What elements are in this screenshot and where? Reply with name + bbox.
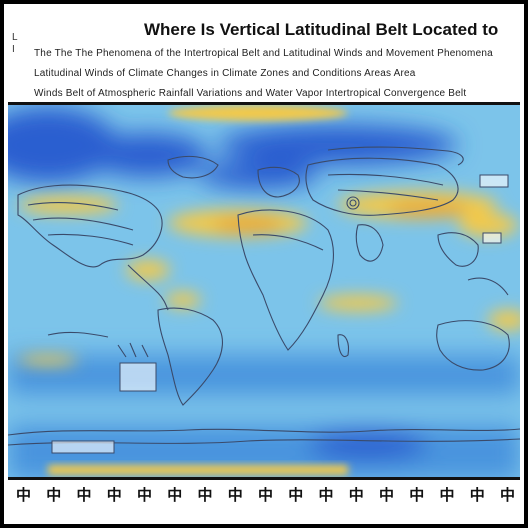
x-axis-tick-label: 中 bbox=[167, 486, 183, 504]
map-annotations bbox=[51, 174, 509, 454]
annotation-box bbox=[51, 440, 115, 454]
x-axis-tick-label: 中 bbox=[318, 486, 334, 504]
landmass-australia bbox=[436, 320, 510, 371]
warm-belt-north bbox=[18, 191, 518, 308]
landmass-asia bbox=[305, 157, 459, 216]
landmass-antarctica bbox=[8, 428, 520, 436]
cold-zone-north bbox=[8, 107, 458, 189]
figure-title: Where Is Vertical Latitudinal Belt Locat… bbox=[144, 20, 499, 39]
x-axis-tick-label: 中 bbox=[16, 486, 32, 504]
landmass-europe bbox=[257, 166, 300, 198]
x-axis-tick-label: 中 bbox=[197, 486, 213, 504]
landmass-africa bbox=[237, 209, 334, 351]
world-map bbox=[8, 102, 520, 480]
x-axis-tick-label: 中 bbox=[106, 486, 122, 504]
annotation-box bbox=[482, 232, 502, 244]
left-margin-labels: L I bbox=[12, 32, 18, 56]
caption-line: Winds Belt of Atmospheric Rainfall Varia… bbox=[34, 88, 467, 99]
x-axis-tick-label: 中 bbox=[500, 486, 516, 504]
annotation-box bbox=[479, 174, 509, 188]
warm-belt-top bbox=[168, 105, 348, 121]
caption-line: The The The Phenomena of the Intertropic… bbox=[34, 48, 493, 59]
figure-header: Where Is Vertical Latitudinal Belt Locat… bbox=[4, 4, 524, 100]
x-axis-tick-label: 中 bbox=[76, 486, 92, 504]
warm-belt-south bbox=[18, 295, 520, 365]
landmass-north-america bbox=[17, 184, 163, 268]
world-map-canvas bbox=[8, 105, 520, 477]
annotation-box bbox=[119, 362, 157, 392]
x-axis-tick-label: 中 bbox=[288, 486, 304, 504]
landmass-central-america bbox=[127, 264, 169, 311]
landmass-south-america bbox=[157, 307, 223, 406]
left-label: I bbox=[12, 44, 15, 55]
x-axis-tick-label: 中 bbox=[227, 486, 243, 504]
x-axis-tick-label: 中 bbox=[46, 486, 62, 504]
left-label: L bbox=[12, 32, 18, 43]
x-axis-tick-label: 中 bbox=[258, 486, 274, 504]
x-axis-tick-label: 中 bbox=[348, 486, 364, 504]
warm-belt-bottom bbox=[48, 465, 348, 475]
caption-line: Latitudinal Winds of Climate Changes in … bbox=[34, 68, 416, 79]
x-axis-tick-label: 中 bbox=[469, 486, 485, 504]
x-axis-tick-labels: 中中中中中中中中中中中中中中中中中 bbox=[8, 480, 520, 510]
x-axis-tick-label: 中 bbox=[439, 486, 455, 504]
x-axis-tick-label: 中 bbox=[409, 486, 425, 504]
x-axis-tick-label: 中 bbox=[379, 486, 395, 504]
figure-frame: Where Is Vertical Latitudinal Belt Locat… bbox=[4, 4, 524, 524]
landmass-outlines bbox=[8, 146, 520, 446]
x-axis-tick-label: 中 bbox=[137, 486, 153, 504]
